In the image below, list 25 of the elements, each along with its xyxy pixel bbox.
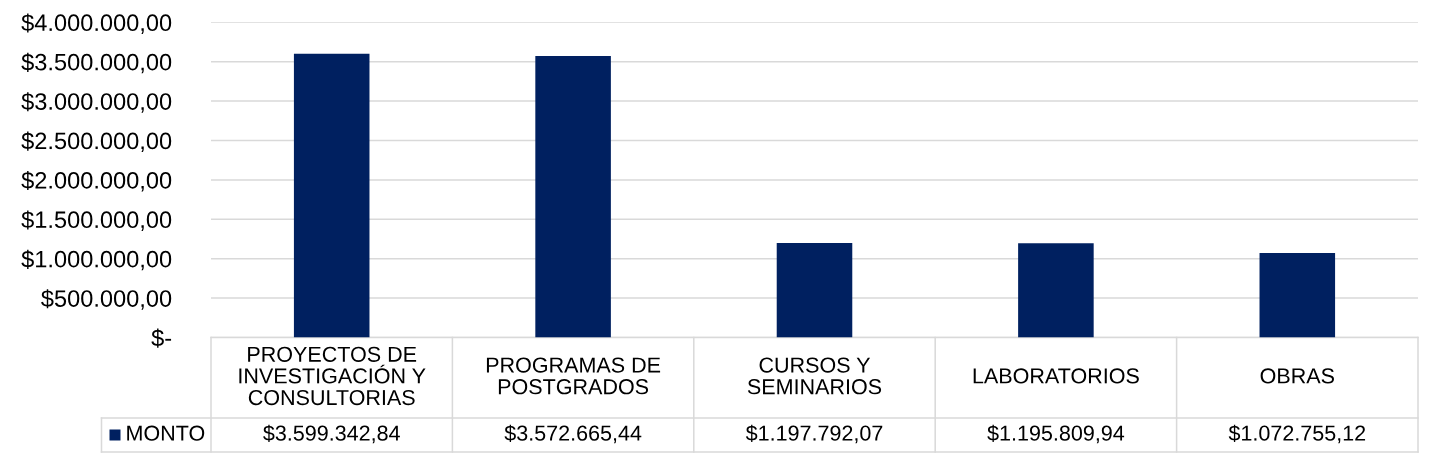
data-label: $3.599.342,84 bbox=[263, 424, 400, 444]
x-tick-label: LABORATORIOS bbox=[973, 368, 1139, 384]
data-label: $1.072.755,12 bbox=[1228, 424, 1366, 444]
x-tick-label: PROGRAMAS DE POSTGRADOS bbox=[486, 357, 661, 395]
y-tick-label: $2.000.000,00 bbox=[21, 170, 172, 192]
bar bbox=[1259, 252, 1336, 338]
data-label: $1.195.809,94 bbox=[987, 424, 1125, 444]
y-tick-label: $500.000,00 bbox=[41, 289, 172, 310]
y-tick-label: $3.500.000,00 bbox=[21, 52, 172, 74]
y-tick-label: $4.000.000,00 bbox=[21, 13, 172, 34]
y-tick-label: $1.500.000,00 bbox=[21, 210, 172, 231]
data-label: $1.197.792,07 bbox=[745, 424, 883, 444]
data-label: $3.572.665,44 bbox=[504, 424, 642, 444]
y-tick-label: $3.000.000,00 bbox=[21, 92, 172, 113]
x-tick-label: OBRAS bbox=[1260, 368, 1334, 384]
legend-label: MONTO bbox=[127, 425, 205, 441]
y-tick-label: $- bbox=[151, 328, 172, 348]
bar bbox=[1018, 243, 1094, 338]
y-tick-label: $1.000.000,00 bbox=[21, 249, 172, 271]
y-tick-label: $2.500.000,00 bbox=[21, 131, 172, 153]
bar bbox=[535, 55, 611, 338]
x-tick-label: PROYECTOS DE INVESTIGACIÓN Y CONSULTORIAS bbox=[239, 346, 426, 406]
bar bbox=[293, 53, 370, 338]
bar bbox=[776, 243, 853, 338]
x-tick-label: CURSOS Y SEMINARIOS bbox=[747, 357, 882, 395]
